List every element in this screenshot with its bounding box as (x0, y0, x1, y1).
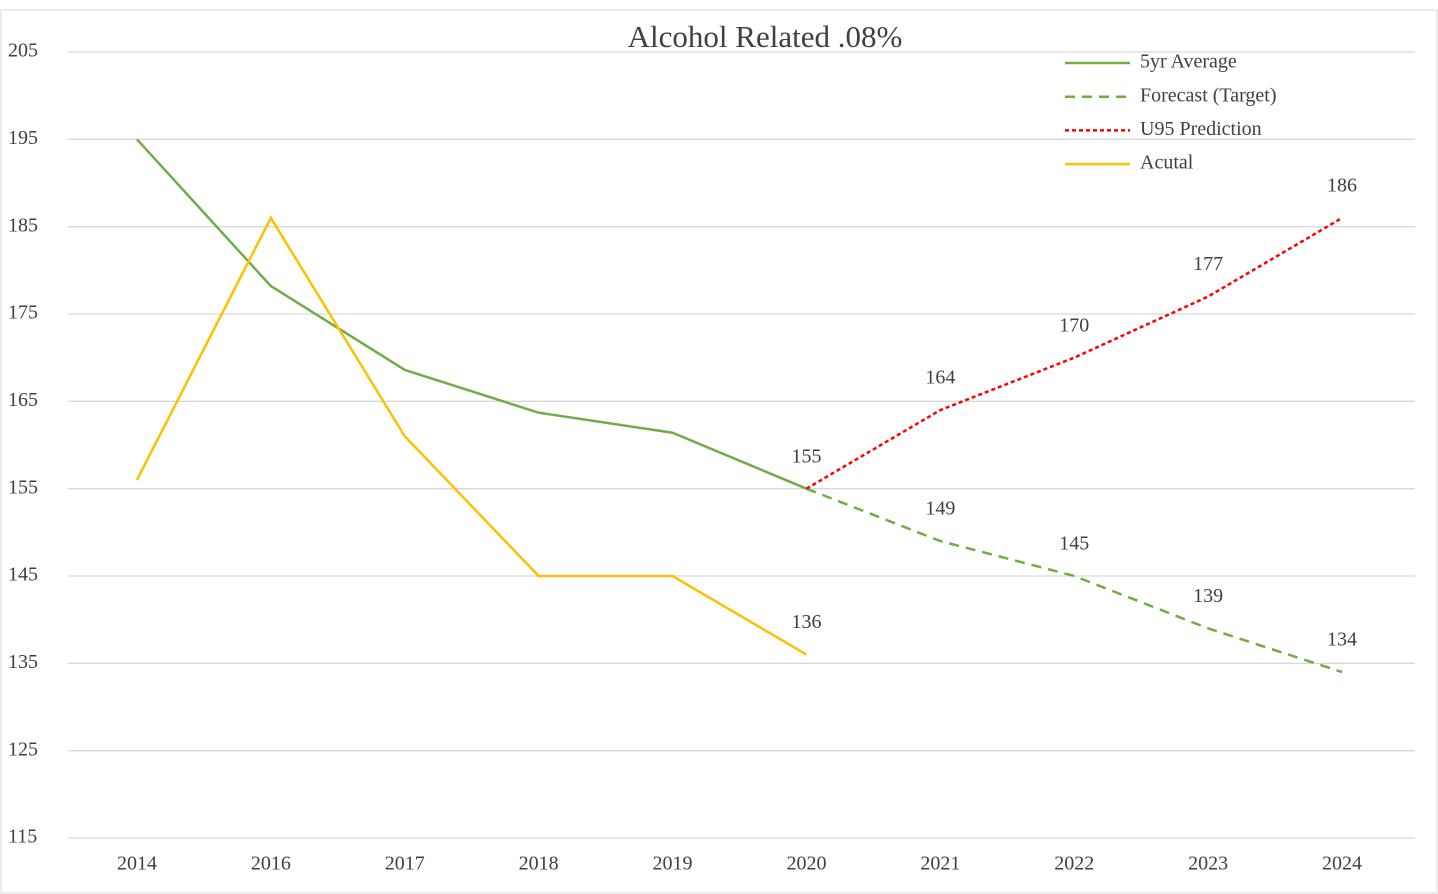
y-tick-label: 115 (8, 826, 37, 848)
legend-label: Acutal (1140, 152, 1194, 174)
y-tick-label: 175 (8, 302, 38, 324)
legend-label: U95 Prediction (1140, 118, 1262, 140)
data-label: 134 (1327, 629, 1357, 651)
y-tick-label: 125 (8, 738, 38, 760)
data-label: 149 (925, 498, 955, 520)
data-label: 145 (1059, 533, 1089, 555)
chart-border (0, 9, 1438, 894)
x-tick-label: 2021 (920, 853, 960, 875)
series-line (805, 487, 1343, 674)
x-tick-label: 2017 (385, 853, 425, 875)
chart-title: Alcohol Related .08% (628, 19, 903, 54)
data-label: 136 (791, 611, 821, 633)
x-tick-label: 2022 (1054, 853, 1094, 875)
y-tick-label: 165 (8, 389, 38, 411)
series-line (135, 215, 808, 656)
y-tick-label: 145 (8, 564, 38, 586)
x-tick-label: 2020 (786, 853, 826, 875)
x-tick-label: 2018 (519, 853, 559, 875)
data-label: 177 (1193, 253, 1223, 275)
legend-label: 5yr Average (1140, 51, 1237, 73)
series-line (805, 216, 1343, 490)
data-label: 139 (1193, 585, 1223, 607)
data-label: 186 (1327, 175, 1357, 197)
y-tick-label: 135 (8, 651, 38, 673)
x-tick-label: 2016 (251, 853, 291, 875)
y-tick-label: 205 (8, 40, 38, 62)
y-tick-label: 155 (8, 476, 38, 498)
legend-label: Forecast (Target) (1140, 84, 1277, 106)
x-tick-label: 2014 (117, 853, 157, 875)
x-tick-label: 2023 (1188, 853, 1228, 875)
data-label: 155 (791, 445, 821, 467)
x-tick-label: 2024 (1322, 853, 1362, 875)
y-tick-label: 185 (8, 214, 38, 236)
x-tick-label: 2019 (653, 853, 693, 875)
data-label: 164 (925, 367, 955, 389)
y-tick-label: 195 (8, 127, 38, 149)
data-label: 170 (1059, 314, 1089, 336)
